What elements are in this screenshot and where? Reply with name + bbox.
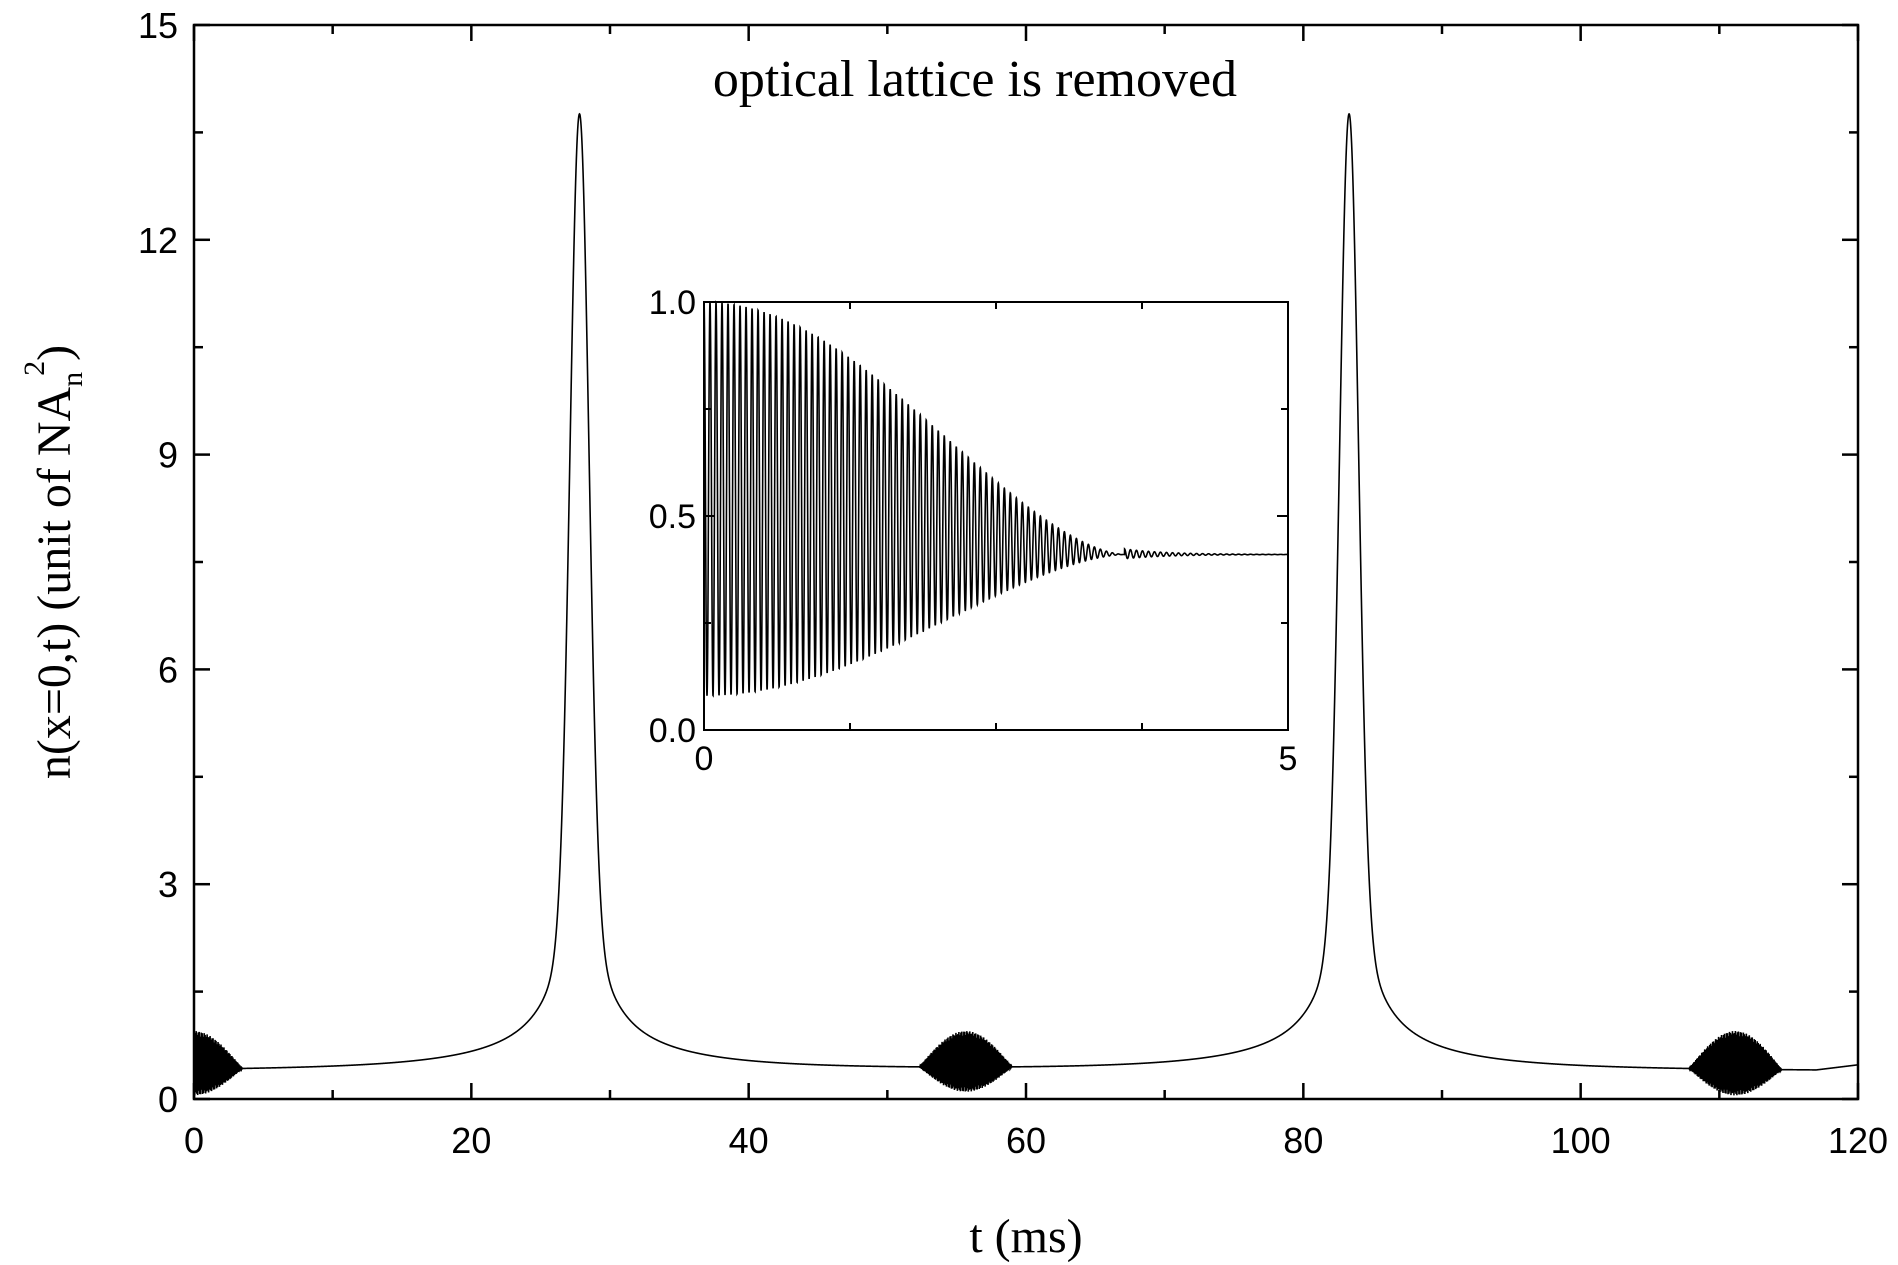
y-tick-label: 6 xyxy=(158,649,178,690)
x-tick-label: 60 xyxy=(1006,1120,1046,1161)
x-tick-label: 40 xyxy=(729,1120,769,1161)
x-tick-label: 0 xyxy=(184,1120,204,1161)
inset-y-tick-label: 0.0 xyxy=(649,712,696,750)
y-axis-title-main: n(x=0,t) (unit of NA xyxy=(28,386,81,779)
y-axis-title: n(x=0,t) (unit of NAn2) xyxy=(18,345,89,779)
x-tick-label: 120 xyxy=(1828,1120,1888,1161)
x-tick-label: 20 xyxy=(451,1120,491,1161)
annotation-text: optical lattice is removed xyxy=(713,51,1237,108)
inset-y-tick-label: 1.0 xyxy=(649,284,696,322)
y-axis-title-sub: n xyxy=(56,372,89,387)
inset-y-tick-label: 0.5 xyxy=(649,498,696,536)
x-tick-label: 100 xyxy=(1551,1120,1611,1161)
x-tick-label: 80 xyxy=(1283,1120,1323,1161)
y-tick-label: 0 xyxy=(158,1079,178,1120)
main-tick-labels: 0 20 40 60 80 100 120 0 3 6 9 12 15 xyxy=(138,5,1888,1161)
inset-x-tick-label: 0 xyxy=(695,740,714,778)
y-axis-title-close: ) xyxy=(28,345,81,361)
main-series-line xyxy=(193,112,1859,1096)
y-tick-label: 15 xyxy=(138,5,178,46)
inset-tick-labels: 0 5 0.0 0.5 1.0 xyxy=(649,284,1298,778)
y-tick-label: 9 xyxy=(158,435,178,476)
x-axis-title: t (ms) xyxy=(969,1210,1082,1263)
inset-x-tick-label: 5 xyxy=(1279,740,1298,778)
y-axis-title-sup: 2 xyxy=(18,361,51,376)
main-ticks xyxy=(192,23,1860,1101)
inset-series-line xyxy=(703,300,1289,698)
y-tick-label: 12 xyxy=(138,220,178,261)
y-tick-label: 3 xyxy=(158,864,178,905)
inset-ticks xyxy=(703,301,1289,731)
